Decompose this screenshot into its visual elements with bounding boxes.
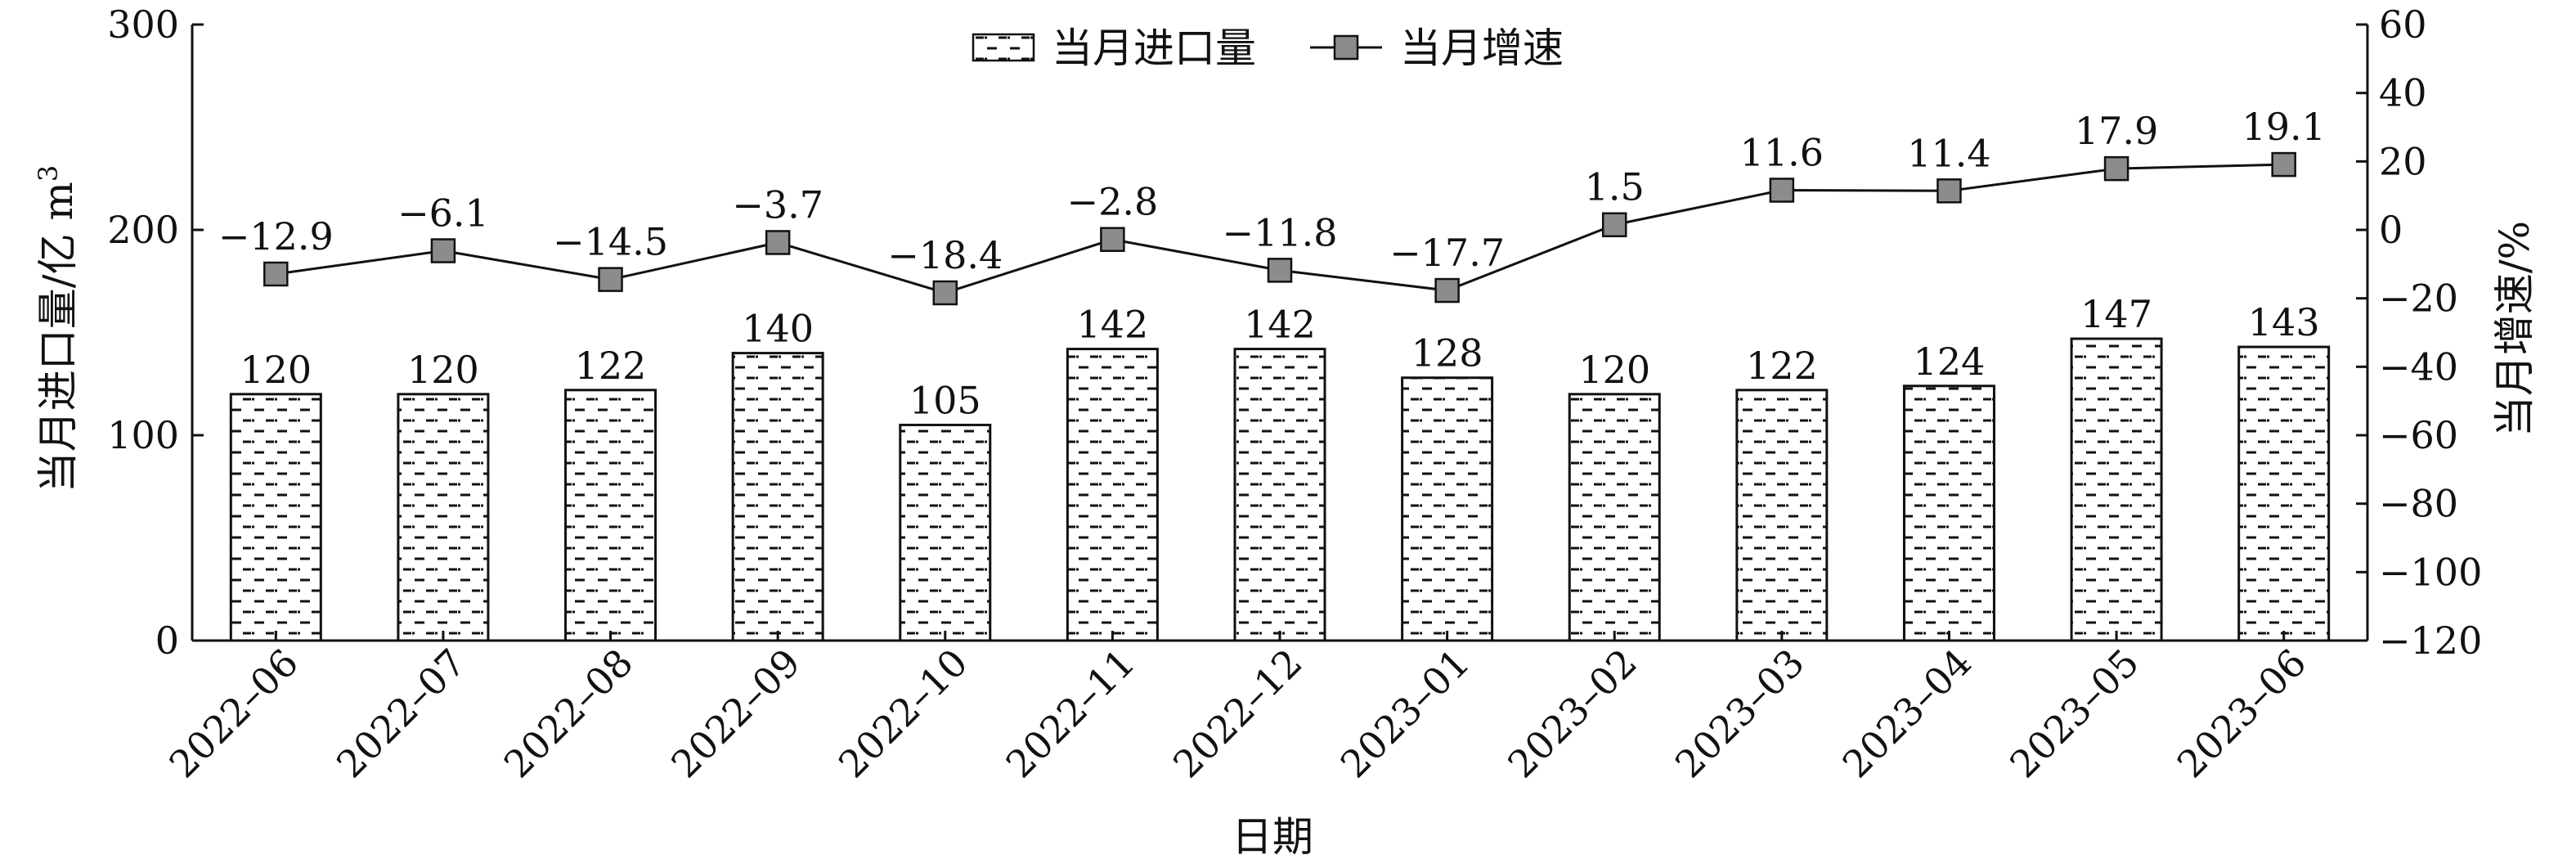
x-tick-label: 2022–11 (998, 641, 1144, 787)
x-tick-label: 2023–03 (1667, 641, 1813, 787)
x-tick-label: 2022–08 (496, 641, 642, 787)
y2-tick-label: −120 (2379, 618, 2482, 663)
legend-label-bar: 当月进口量 (1052, 25, 1256, 72)
line-value-label: 11.6 (1740, 130, 1824, 174)
y-axis-title: 当月进口量/亿 m3 (33, 165, 82, 493)
line-marker (1769, 178, 1795, 203)
x-tick-label: 2022–09 (662, 641, 809, 787)
bar-value-label: 120 (240, 348, 312, 392)
line-marker (1936, 178, 1962, 204)
bar (1401, 376, 1494, 642)
bar-value-label: 120 (407, 348, 479, 392)
line-marker (1434, 277, 1460, 304)
line-value-label: −6.1 (397, 191, 489, 236)
bar-value-label: 122 (1746, 344, 1818, 388)
legend-bar-swatch (972, 33, 1035, 62)
line-value-label: 1.5 (1585, 165, 1645, 209)
bar (229, 393, 322, 642)
line-marker (1100, 227, 1125, 252)
line-marker (263, 261, 289, 287)
line-value-label: −2.8 (1067, 180, 1159, 224)
y2-tick-label: 60 (2379, 2, 2427, 47)
x-axis-title: 日期 (1232, 813, 1313, 861)
line-value-label: −18.4 (887, 233, 1003, 277)
x-tick-label: 2023–02 (1499, 641, 1645, 787)
bar (731, 352, 824, 642)
line-marker (765, 230, 791, 255)
bar (1568, 393, 1661, 642)
y-axis-title-superscript: 3 (33, 165, 64, 182)
bar-value-label: 122 (575, 344, 647, 388)
line-marker (430, 238, 456, 263)
bar-value-label: 128 (1411, 331, 1483, 376)
line-value-label: 11.4 (1907, 131, 1990, 175)
x-tick-label: 2023–01 (1332, 641, 1479, 787)
x-tick-label: 2023–05 (2001, 641, 2147, 787)
x-tick-label: 2022–12 (1165, 641, 1311, 787)
y-tick-label: 0 (155, 618, 179, 663)
line-marker (2103, 155, 2129, 182)
bar (564, 389, 657, 642)
y2-tick-label: −20 (2379, 277, 2458, 321)
y2-tick-label: 0 (2379, 208, 2403, 252)
line-value-label: −11.8 (1223, 210, 1338, 254)
bar (1902, 385, 1995, 642)
bar (2070, 337, 2163, 642)
bar (1735, 389, 1829, 642)
y2-tick-label: −60 (2379, 413, 2458, 457)
bar-series (229, 337, 2331, 642)
line-marker (1267, 258, 1293, 283)
bar (397, 393, 490, 642)
line-value-label: −12.9 (218, 214, 334, 259)
line-value-label: 17.9 (2075, 109, 2158, 153)
y-tick-label: 100 (107, 413, 179, 457)
bar-value-label: 147 (2080, 292, 2152, 336)
bar (1066, 348, 1159, 642)
line-marker (598, 267, 623, 292)
line-marker (2271, 151, 2296, 178)
bar (2237, 345, 2331, 642)
legend-marker-swatch (1333, 34, 1359, 61)
y2-tick-label: −100 (2379, 550, 2482, 594)
line-value-label: −14.5 (553, 220, 668, 264)
x-tick-label: 2022–07 (328, 641, 474, 787)
bar (899, 423, 992, 642)
line-value-label: −17.7 (1389, 231, 1505, 275)
bar-value-label: 124 (1914, 340, 1986, 384)
x-tick-label: 2023–06 (2169, 641, 2315, 787)
y-tick-label: 200 (107, 208, 179, 252)
x-tick-label: 2022–06 (160, 641, 307, 787)
y2-tick-label: −80 (2379, 482, 2458, 526)
line-value-label: 19.1 (2242, 105, 2325, 149)
y-axis-title-text: 当月进口量/亿 m (34, 182, 82, 492)
y2-tick-label: −40 (2379, 344, 2458, 389)
y-tick-label: 300 (107, 2, 179, 47)
legend: 当月进口量 当月增速 (972, 25, 1564, 72)
data-labels: 120 120 122 140 105 142 142 128 120 122 124 147 143 −… (218, 105, 2326, 422)
bar-value-label: 120 (1578, 348, 1650, 392)
bar-value-label: 140 (742, 307, 814, 351)
x-tick-label: 2023–04 (1834, 641, 1981, 787)
line-marker (932, 280, 958, 306)
line-series (263, 151, 2296, 306)
bar (1233, 348, 1326, 642)
bar-value-label: 143 (2248, 300, 2320, 344)
bar-value-label: 142 (1076, 303, 1148, 347)
legend-label-line: 当月增速 (1400, 25, 1564, 72)
y2-axis-title: 当月增速/% (2491, 221, 2538, 437)
x-tick-label: 2022–10 (830, 641, 976, 787)
y2-tick-label: 20 (2379, 139, 2427, 183)
line-marker (1601, 212, 1627, 237)
bar-value-label: 105 (909, 378, 981, 422)
line-value-label: −3.7 (732, 182, 824, 227)
y2-tick-label: 40 (2379, 71, 2427, 115)
bar-value-label: 142 (1244, 303, 1316, 347)
